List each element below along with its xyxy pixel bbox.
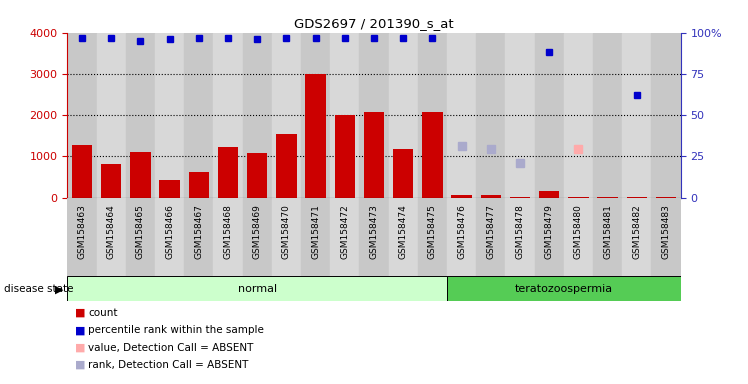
Bar <box>155 33 184 198</box>
Text: ■: ■ <box>75 308 85 318</box>
Bar <box>481 195 501 198</box>
Bar <box>242 198 272 276</box>
Text: GSM158467: GSM158467 <box>194 204 203 259</box>
Bar <box>72 145 92 198</box>
Text: GSM158464: GSM158464 <box>107 204 116 259</box>
Bar <box>476 33 506 198</box>
Bar <box>359 33 389 198</box>
Text: GSM158482: GSM158482 <box>632 204 641 259</box>
Bar <box>389 33 418 198</box>
Bar <box>301 33 330 198</box>
Text: GSM158476: GSM158476 <box>457 204 466 259</box>
Text: disease state: disease state <box>4 284 73 294</box>
Bar <box>213 33 242 198</box>
Bar <box>301 198 330 276</box>
Bar <box>447 276 681 301</box>
Bar <box>593 198 622 276</box>
Text: GSM158475: GSM158475 <box>428 204 437 259</box>
Bar <box>184 33 213 198</box>
Bar <box>96 198 126 276</box>
Bar <box>276 134 297 198</box>
Bar <box>418 33 447 198</box>
Bar <box>510 197 530 198</box>
Text: GSM158463: GSM158463 <box>78 204 87 259</box>
Text: value, Detection Call = ABSENT: value, Detection Call = ABSENT <box>88 343 254 353</box>
Bar <box>535 198 564 276</box>
Text: ▶: ▶ <box>55 284 63 294</box>
Text: GSM158469: GSM158469 <box>253 204 262 259</box>
Bar <box>564 33 593 198</box>
Text: count: count <box>88 308 117 318</box>
Bar <box>598 197 618 198</box>
Text: GSM158468: GSM158468 <box>224 204 233 259</box>
Bar <box>184 198 213 276</box>
Bar <box>96 33 126 198</box>
Bar <box>568 197 589 198</box>
Bar <box>564 198 593 276</box>
Text: normal: normal <box>238 284 277 294</box>
Bar <box>272 33 301 198</box>
Bar <box>242 33 272 198</box>
Bar <box>422 112 443 198</box>
Text: GSM158479: GSM158479 <box>545 204 554 259</box>
Bar <box>622 198 652 276</box>
Bar <box>67 198 96 276</box>
Bar <box>364 112 384 198</box>
Bar <box>247 153 267 198</box>
Bar <box>652 198 681 276</box>
Text: GSM158474: GSM158474 <box>399 204 408 259</box>
Bar <box>67 276 447 301</box>
Bar <box>447 33 476 198</box>
Bar <box>593 33 622 198</box>
Bar <box>418 198 447 276</box>
Bar <box>389 198 418 276</box>
Bar <box>447 198 476 276</box>
Bar <box>627 197 647 198</box>
Bar <box>155 198 184 276</box>
Bar <box>126 33 155 198</box>
Bar <box>305 73 326 198</box>
Title: GDS2697 / 201390_s_at: GDS2697 / 201390_s_at <box>294 17 454 30</box>
Bar <box>330 33 359 198</box>
Text: rank, Detection Call = ABSENT: rank, Detection Call = ABSENT <box>88 360 248 370</box>
Bar <box>539 191 560 198</box>
Bar <box>188 172 209 198</box>
Bar <box>622 33 652 198</box>
Bar <box>506 33 535 198</box>
Bar <box>652 33 681 198</box>
Text: GSM158480: GSM158480 <box>574 204 583 259</box>
Bar <box>218 147 238 198</box>
Text: ■: ■ <box>75 360 85 370</box>
Bar <box>359 198 389 276</box>
Bar <box>126 198 155 276</box>
Bar <box>476 198 506 276</box>
Text: percentile rank within the sample: percentile rank within the sample <box>88 325 264 335</box>
Text: GSM158465: GSM158465 <box>136 204 145 259</box>
Text: GSM158481: GSM158481 <box>603 204 612 259</box>
Bar <box>213 198 242 276</box>
Bar <box>159 180 180 198</box>
Text: ■: ■ <box>75 325 85 335</box>
Bar <box>656 197 676 198</box>
Text: GSM158473: GSM158473 <box>370 204 378 259</box>
Text: GSM158470: GSM158470 <box>282 204 291 259</box>
Text: GSM158466: GSM158466 <box>165 204 174 259</box>
Bar <box>130 152 150 198</box>
Bar <box>330 198 359 276</box>
Bar <box>67 33 96 198</box>
Text: GSM158478: GSM158478 <box>515 204 524 259</box>
Text: GSM158471: GSM158471 <box>311 204 320 259</box>
Text: GSM158477: GSM158477 <box>486 204 495 259</box>
Bar <box>393 149 414 198</box>
Text: GSM158472: GSM158472 <box>340 204 349 259</box>
Bar <box>334 115 355 198</box>
Bar <box>535 33 564 198</box>
Bar <box>272 198 301 276</box>
Bar <box>506 198 535 276</box>
Text: ■: ■ <box>75 343 85 353</box>
Bar <box>451 195 472 198</box>
Text: teratozoospermia: teratozoospermia <box>515 284 613 294</box>
Bar <box>101 164 121 198</box>
Text: GSM158483: GSM158483 <box>661 204 670 259</box>
